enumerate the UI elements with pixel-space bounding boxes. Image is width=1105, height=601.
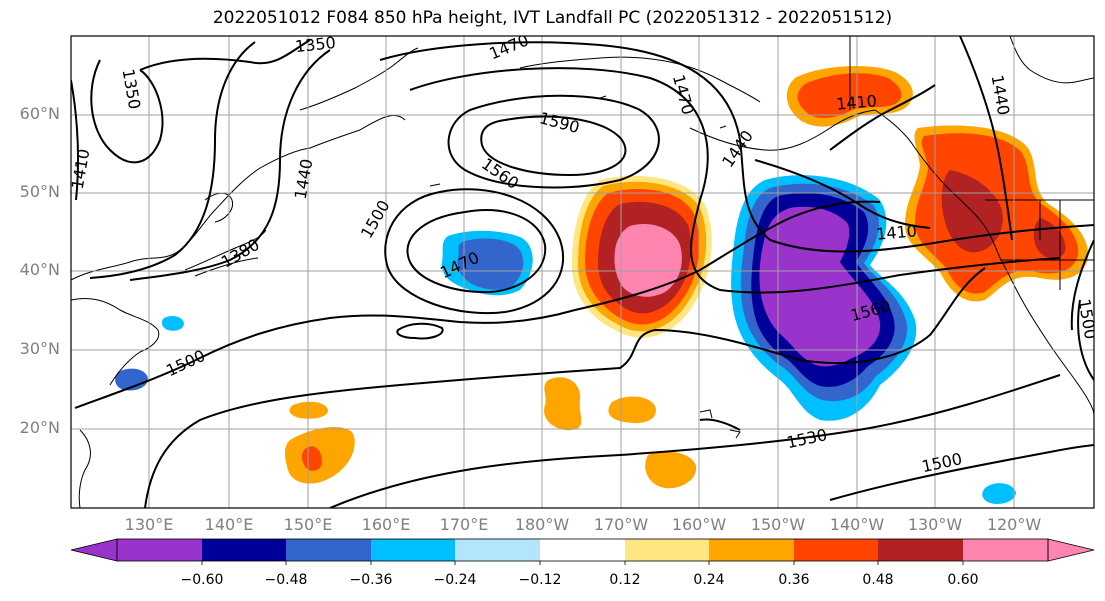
colorbar-tick-label: −0.12	[519, 572, 562, 588]
contour-label: 1410	[875, 221, 917, 243]
lon-label-170w: 170°W	[594, 515, 648, 534]
colorbar-extend-left	[71, 539, 117, 561]
colorbar-tick-label: −0.60	[181, 572, 224, 588]
colorbar-segment	[963, 539, 1048, 561]
lat-label-40n: 40°N	[8, 260, 60, 279]
colorbar-segment	[455, 539, 540, 561]
colorbar-segment	[202, 539, 286, 561]
colorbar-segment	[709, 539, 794, 561]
colorbar-tick-label: −0.36	[350, 572, 393, 588]
colorbar-tick-label: 0.12	[609, 572, 640, 588]
contour-label: 1410	[835, 91, 877, 113]
colorbar-segment	[625, 539, 709, 561]
lon-label-160w: 160°W	[672, 515, 726, 534]
lon-label-150e: 150°E	[284, 515, 333, 534]
lon-label-130w: 130°W	[908, 515, 962, 534]
lon-label-150w: 150°W	[751, 515, 805, 534]
lon-label-180w: 180°W	[515, 515, 569, 534]
colorbar-tick-label: 0.48	[862, 572, 893, 588]
lat-label-60n: 60°N	[8, 104, 60, 123]
lon-label-170e: 170°E	[440, 515, 489, 534]
colorbar	[71, 539, 1094, 565]
colorbar-tick-label: 0.60	[947, 572, 978, 588]
colorbar-extend-right	[1048, 539, 1094, 561]
lon-label-140e: 140°E	[205, 515, 254, 534]
colorbar-tick-label: −0.24	[434, 572, 477, 588]
colorbar-tick-label: 0.36	[778, 572, 809, 588]
lon-label-120w: 120°W	[987, 515, 1041, 534]
colorbar-segment	[540, 539, 625, 561]
colorbar-tick-label: 0.24	[693, 572, 724, 588]
lat-label-30n: 30°N	[8, 339, 60, 358]
lat-label-50n: 50°N	[8, 182, 60, 201]
colorbar-segment	[117, 539, 202, 561]
lon-label-140w: 140°W	[830, 515, 884, 534]
colorbar-segment	[286, 539, 371, 561]
colorbar-segment	[794, 539, 878, 561]
colorbar-segment	[878, 539, 963, 561]
colorbar-tick-label: −0.48	[265, 572, 308, 588]
lat-label-20n: 20°N	[8, 418, 60, 437]
lon-label-160e: 160°E	[362, 515, 411, 534]
lon-label-130e: 130°E	[125, 515, 174, 534]
colorbar-segment	[371, 539, 455, 561]
map-plot-area: 1350 1350 1470 1470 1590 1560 1500 1470 …	[68, 30, 1101, 508]
